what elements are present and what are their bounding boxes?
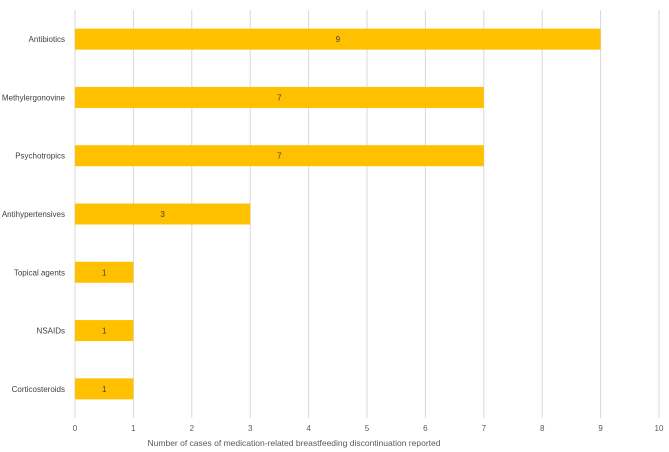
x-tick-label: 3 [248,424,253,433]
x-tick-label: 1 [131,424,136,433]
category-label: Topical agents [14,268,65,277]
bar [75,378,134,400]
x-tick-label: 6 [423,424,428,433]
data-labels: 9 7 7 3 1 1 1 [102,35,341,394]
category-label: Corticosteroids [12,385,65,394]
bar [75,203,251,225]
data-label: 7 [277,93,282,102]
category-label: Antibiotics [29,35,65,44]
bar [75,86,484,108]
data-label: 3 [160,210,165,219]
x-tick-label: 2 [190,424,195,433]
x-tick-label: 7 [482,424,487,433]
bar [75,28,601,50]
x-axis-title: Number of cases of medication-related br… [148,438,441,448]
category-label: Methylergonovine [2,93,66,102]
data-label: 7 [277,152,282,161]
category-labels: Antibiotics Methylergonovine Psychotropics… [2,35,66,394]
x-tick-label: 8 [540,424,545,433]
bars [75,28,601,400]
bar [75,145,484,167]
category-label: Antihypertensives [2,210,65,219]
category-label: Psychotropics [15,152,65,161]
x-tick-label: 4 [306,424,311,433]
x-tick-label: 9 [598,424,603,433]
x-tick-label: 5 [365,424,370,433]
gridlines [74,10,660,418]
x-tick-labels: 0 1 2 3 4 5 6 7 8 9 10 [73,424,664,433]
x-tick-label: 0 [73,424,78,433]
bar [75,261,134,283]
data-label: 1 [102,385,107,394]
category-label: NSAIDs [37,327,65,336]
data-label: 1 [102,268,107,277]
data-label: 1 [102,327,107,336]
x-tick-label: 10 [655,424,664,433]
bar [75,320,134,342]
data-label: 9 [336,35,341,44]
